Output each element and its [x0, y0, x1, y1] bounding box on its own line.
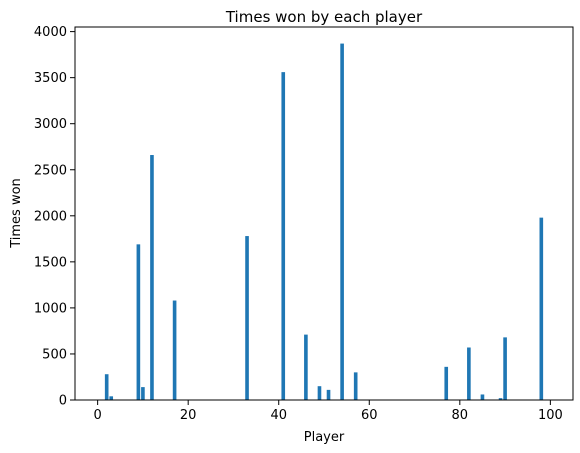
bar-player-57	[353, 372, 358, 400]
y-tick-label: 2500	[34, 163, 67, 178]
bar-player-33	[245, 236, 249, 400]
y-tick-label: 1500	[34, 255, 67, 270]
y-tick-label: 0	[59, 394, 67, 409]
x-tick-label: 60	[361, 408, 378, 423]
bar-player-9	[136, 244, 141, 400]
chart-title: Times won by each player	[225, 8, 423, 26]
bar-player-17	[172, 300, 177, 400]
x-tick-label: 100	[538, 408, 563, 423]
x-tick-label: 0	[93, 408, 101, 423]
bar-player-89	[498, 398, 503, 400]
y-tick-label: 500	[42, 347, 67, 362]
plot-frame	[74, 26, 574, 401]
bars-group	[104, 43, 544, 400]
y-tick-label: 4000	[34, 25, 67, 40]
y-axis-label: Times won	[9, 178, 24, 249]
y-tick-label: 3500	[34, 71, 67, 86]
x-axis: 0 20 40 60 80 100	[93, 400, 563, 423]
bar-player-2	[104, 374, 109, 400]
bar-player-49	[317, 386, 322, 400]
bar-player-77	[444, 366, 449, 400]
bar-player-3	[109, 396, 114, 400]
y-tick-label: 3000	[34, 117, 67, 132]
bar-player-90	[503, 337, 507, 400]
bar-player-41	[281, 72, 286, 400]
bar-player-85	[480, 394, 485, 400]
bar-player-10	[141, 387, 145, 400]
x-tick-label: 40	[270, 408, 287, 423]
x-tick-label: 20	[180, 408, 197, 423]
bar-player-82	[467, 347, 471, 400]
bar-player-98	[539, 217, 544, 400]
y-axis: 0 500 1000 1500 2000 2500 3000 3500 4000	[34, 25, 75, 409]
bar-player-12	[150, 155, 154, 400]
y-tick-label: 2000	[34, 209, 67, 224]
x-axis-label: Player	[304, 430, 345, 445]
bar-player-51	[326, 389, 331, 400]
x-tick-label: 80	[452, 408, 469, 423]
y-tick-label: 1000	[34, 301, 67, 316]
bar-player-54	[340, 43, 344, 400]
bar-player-46	[304, 334, 308, 400]
